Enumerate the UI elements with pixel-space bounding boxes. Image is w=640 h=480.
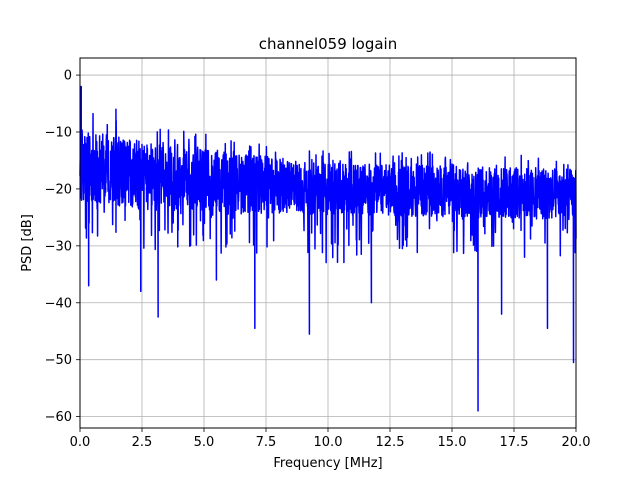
y-axis-label: PSD [dB]: [20, 214, 35, 272]
x-tick-label: 0.0: [70, 435, 91, 450]
y-tick-label: 0: [64, 69, 72, 84]
x-tick-label: 15.0: [438, 435, 467, 450]
y-tick-label: −10: [45, 126, 72, 141]
x-tick-label: 12.5: [376, 435, 405, 450]
y-tick-label: −20: [45, 182, 72, 197]
x-tick-label: 2.5: [132, 435, 153, 450]
series-layer: [79, 85, 577, 412]
x-axis: 0.0 2.5 5.0 7.5 10.0 12.5 15.0 17.5 20.0: [70, 428, 591, 450]
y-tick-label: −60: [45, 410, 72, 425]
x-axis-label: Frequency [MHz]: [273, 456, 382, 471]
chart-title: channel059 logain: [259, 35, 398, 53]
x-tick-label: 7.5: [256, 435, 277, 450]
x-tick-label: 20.0: [562, 435, 591, 450]
y-tick-label: −30: [45, 239, 72, 254]
y-tick-label: −50: [45, 353, 72, 368]
x-tick-label: 10.0: [314, 435, 343, 450]
x-tick-label: 17.5: [500, 435, 529, 450]
psd-line: [79, 85, 577, 412]
y-axis: 0 −10 −20 −30 −40 −50 −60: [45, 69, 80, 425]
y-tick-label: −40: [45, 296, 72, 311]
x-tick-label: 5.0: [194, 435, 215, 450]
